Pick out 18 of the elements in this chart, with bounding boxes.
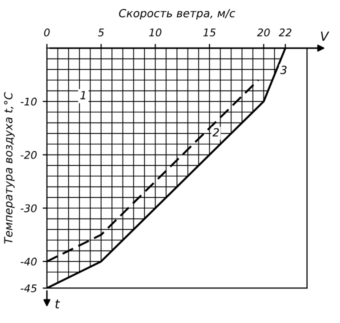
text: t <box>56 300 60 308</box>
series-label: 3 <box>280 66 287 74</box>
x-tick-label: 0 <box>44 28 50 36</box>
x-tick-label: 22 <box>278 28 292 36</box>
y-tick-label: -30 <box>20 204 37 212</box>
y-tick-label: -10 <box>20 98 37 106</box>
series-label: 2 <box>212 128 219 136</box>
x-axis-title: Скорость ветра, м/с <box>119 8 236 20</box>
x-tick-label: 15 <box>203 28 216 36</box>
x-tick-label: 5 <box>98 28 104 36</box>
y-tick-label: -45 <box>20 284 37 292</box>
x-tick-label: 10 <box>149 28 162 36</box>
annotation: 1 <box>80 91 86 100</box>
text: V <box>321 32 330 41</box>
y-axis-title: Температура воздуха t,°C <box>4 92 15 244</box>
x-tick-label: 20 <box>257 28 270 36</box>
y-tick-label: -20 <box>20 151 37 159</box>
y-tick-label: -40 <box>20 258 37 266</box>
